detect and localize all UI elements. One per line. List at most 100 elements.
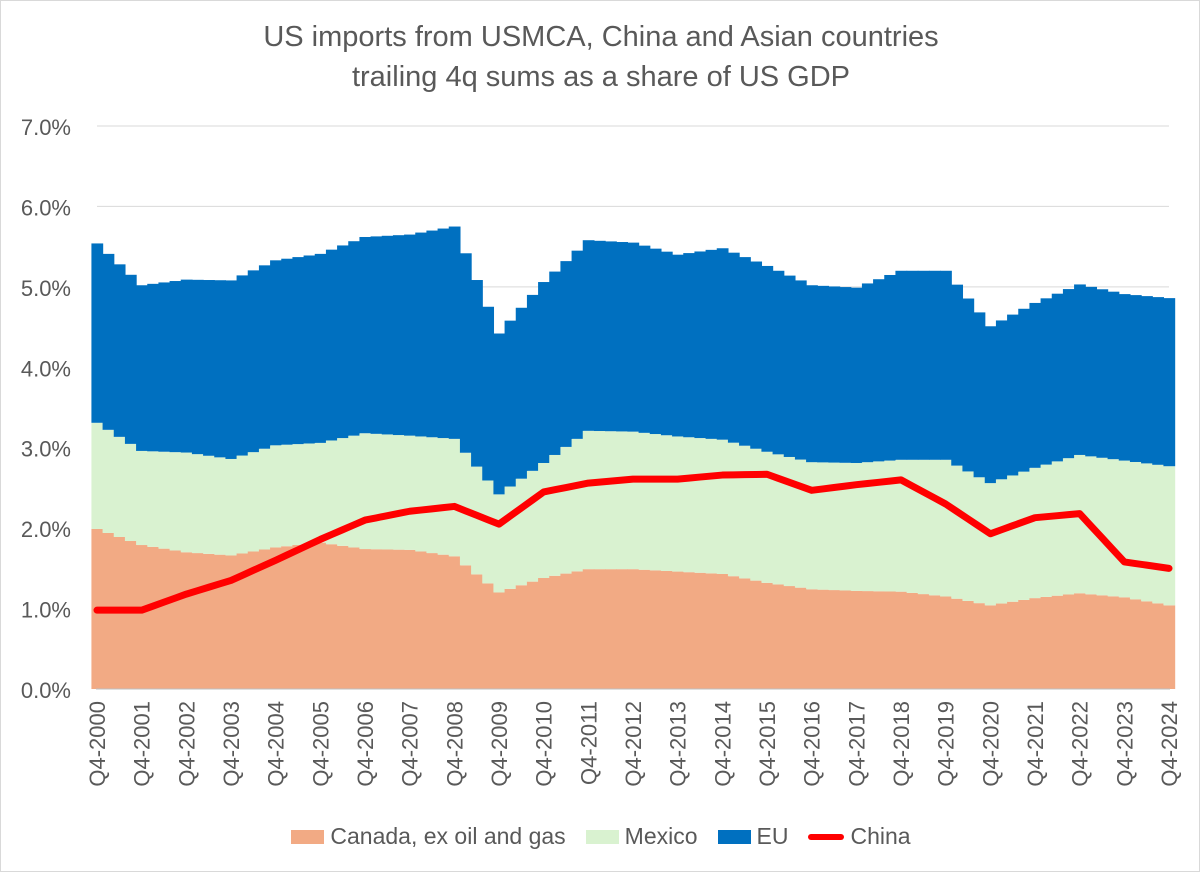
area-bar-mexico xyxy=(438,438,450,555)
area-bar-canada xyxy=(460,565,472,689)
area-bar-canada xyxy=(1130,599,1142,689)
area-bar-canada xyxy=(1141,601,1153,689)
area-bar-eu xyxy=(214,280,226,457)
area-bar-mexico xyxy=(147,451,159,547)
area-bar-canada xyxy=(996,604,1008,689)
area-bar-canada xyxy=(1096,595,1108,689)
x-tick-label: Q4-2009 xyxy=(487,701,512,787)
area-bar-eu xyxy=(1074,284,1086,455)
area-bar-eu xyxy=(1130,295,1142,462)
area-bar-mexico xyxy=(1130,462,1142,599)
area-bar-mexico xyxy=(136,451,148,545)
x-tick-label: Q4-2016 xyxy=(800,701,825,787)
area-bar-mexico xyxy=(1041,465,1053,597)
area-bar-mexico xyxy=(594,431,606,569)
area-bar-eu xyxy=(717,248,729,439)
area-bar-eu xyxy=(560,261,572,447)
area-bar-mexico xyxy=(393,435,405,550)
area-bar-eu xyxy=(1029,303,1041,468)
area-bar-canada xyxy=(639,570,651,689)
area-bar-mexico xyxy=(560,447,572,574)
area-bar-eu xyxy=(337,245,349,438)
area-bar-mexico xyxy=(918,460,930,594)
x-tick-label: Q4-2005 xyxy=(308,701,333,787)
area-bar-eu xyxy=(482,307,494,481)
area-bar-eu xyxy=(270,260,282,445)
area-bar-mexico xyxy=(214,457,226,554)
area-bar-eu xyxy=(985,326,997,483)
area-bar-canada xyxy=(750,581,762,689)
area-bar-eu xyxy=(639,246,651,433)
area-bar-mexico xyxy=(538,463,550,578)
area-bar-mexico xyxy=(192,454,204,553)
x-tick-label: Q4-2015 xyxy=(755,701,780,787)
area-bar-eu xyxy=(158,282,170,451)
area-bar-mexico xyxy=(750,449,762,581)
area-bar-mexico xyxy=(415,436,427,551)
area-bar-canada xyxy=(862,591,874,689)
area-bar-mexico xyxy=(929,460,941,596)
area-bar-canada xyxy=(650,570,662,689)
area-bar-eu xyxy=(225,280,237,459)
area-bar-mexico xyxy=(650,434,662,570)
area-bar-eu xyxy=(1152,297,1164,465)
area-bar-canada xyxy=(404,550,416,689)
area-bar-eu xyxy=(1052,294,1064,462)
x-tick-label: Q4-2012 xyxy=(621,701,646,787)
area-bar-canada xyxy=(627,569,639,689)
area-bar-eu xyxy=(739,257,751,446)
area-bar-eu xyxy=(616,242,628,431)
area-bar-mexico xyxy=(661,435,673,571)
area-bar-canada xyxy=(192,553,204,689)
area-bar-canada xyxy=(940,597,952,689)
area-bar-eu xyxy=(471,280,483,467)
area-bar-mexico xyxy=(493,494,505,592)
area-bar-eu xyxy=(1141,296,1153,463)
y-tick-label: 4.0% xyxy=(21,356,71,381)
area-bar-mexico xyxy=(1119,461,1131,598)
area-bar-mexico xyxy=(292,444,304,545)
area-bar-canada xyxy=(828,590,840,689)
area-bar-canada xyxy=(951,599,963,689)
area-bar-eu xyxy=(281,259,293,445)
area-bar-eu xyxy=(851,288,863,463)
area-bar-canada xyxy=(784,586,796,689)
area-bar-canada xyxy=(1029,598,1041,689)
area-bar-eu xyxy=(1063,289,1075,458)
area-bar-canada xyxy=(292,545,304,689)
area-bar-mexico xyxy=(505,487,517,589)
area-bar-eu xyxy=(382,236,394,435)
area-bar-mexico xyxy=(348,436,360,548)
area-bar-mexico xyxy=(583,431,595,569)
area-bar-mexico xyxy=(326,440,338,544)
area-bar-eu xyxy=(1096,289,1108,458)
area-bar-canada xyxy=(281,546,293,689)
legend-label-mexico: Mexico xyxy=(625,823,698,850)
area-bar-eu xyxy=(918,271,930,460)
area-bar-mexico xyxy=(940,460,952,597)
x-tick-label: Q4-2022 xyxy=(1068,701,1093,787)
area-bar-canada xyxy=(672,572,684,689)
area-bar-eu xyxy=(315,254,327,443)
area-bar-eu xyxy=(572,251,584,439)
area-bar-mexico xyxy=(951,466,963,599)
area-bar-mexico xyxy=(739,446,751,579)
area-bar-mexico xyxy=(170,452,182,550)
area-bar-mexico xyxy=(1163,466,1175,605)
area-bar-mexico xyxy=(828,463,840,590)
area-bar-canada xyxy=(315,543,327,689)
area-bar-mexico xyxy=(426,437,438,553)
legend: Canada, ex oil and gas Mexico EU China xyxy=(1,823,1200,850)
area-bar-eu xyxy=(795,280,807,459)
area-bar-eu xyxy=(895,271,907,460)
area-bar-eu xyxy=(683,253,695,437)
area-bar-eu xyxy=(627,243,639,432)
area-bar-eu xyxy=(426,231,438,438)
area-bar-mexico xyxy=(270,445,282,547)
area-bar-canada xyxy=(326,544,338,689)
legend-swatch-eu xyxy=(718,830,751,844)
area-bar-mexico xyxy=(1063,458,1075,594)
area-bar-eu xyxy=(1119,294,1131,460)
area-bar-eu xyxy=(259,265,271,448)
area-bar-mexico xyxy=(840,463,852,591)
